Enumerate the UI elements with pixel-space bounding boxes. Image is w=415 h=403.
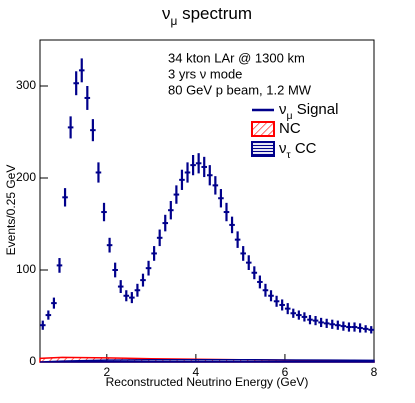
- legend-label-part: τ: [287, 149, 292, 161]
- legend-label-part: Signal: [293, 101, 339, 118]
- chart-title: νμ spectrum: [162, 4, 252, 28]
- y-tick-label: 100: [16, 262, 36, 276]
- chart-title-part: μ: [171, 14, 178, 28]
- chart-title-part: ν: [162, 4, 171, 23]
- x-tick-label: 6: [282, 365, 289, 379]
- x-tick-label: 2: [103, 365, 110, 379]
- legend-label-part: NC: [279, 120, 301, 137]
- chart-title-part: spectrum: [177, 4, 252, 23]
- annotation: 3 yrs ν mode: [168, 66, 242, 81]
- background-area: [39, 358, 375, 363]
- annotation: 34 kton LAr @ 1300 km: [168, 50, 305, 65]
- y-axis-label: Events/0.25 GeV: [4, 165, 18, 256]
- annotation: 80 GeV p beam, 1.2 MW: [168, 82, 312, 97]
- legend-swatch: [251, 121, 275, 137]
- legend-swatch: [251, 141, 275, 157]
- y-tick-label: 300: [16, 78, 36, 92]
- legend-label-part: ν: [279, 101, 287, 118]
- x-tick-label: 8: [371, 365, 378, 379]
- legend-label: νμ Signal: [279, 101, 338, 122]
- legend-label-part: μ: [287, 110, 293, 122]
- y-tick-label: 200: [16, 170, 36, 184]
- legend-label-part: CC: [291, 140, 317, 157]
- legend-label: ντ CC: [279, 140, 317, 161]
- x-axis-label: Reconstructed Neutrino Energy (GeV): [106, 375, 309, 389]
- legend-label-part: ν: [279, 140, 287, 157]
- x-tick-label: 4: [193, 365, 200, 379]
- legend-label: NC: [279, 120, 301, 137]
- y-tick-label: 0: [29, 354, 36, 368]
